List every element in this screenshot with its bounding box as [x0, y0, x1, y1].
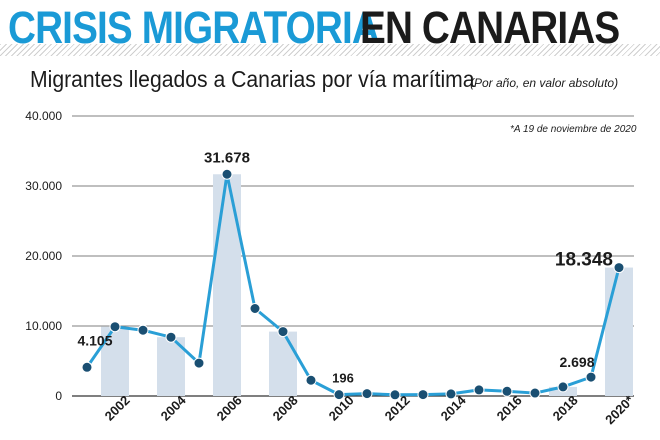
y-tick-label: 20.000	[25, 249, 62, 263]
data-label: 196	[332, 371, 354, 386]
data-point	[221, 168, 233, 180]
data-point	[473, 384, 485, 396]
data-point	[389, 389, 401, 401]
data-point	[417, 389, 429, 401]
y-tick-label: 30.000	[25, 179, 62, 193]
data-label: 2.698	[559, 354, 594, 370]
x-tick-label: 2002	[102, 393, 133, 424]
data-point	[137, 324, 149, 336]
data-point	[333, 389, 345, 401]
x-tick-label: 2010	[326, 393, 357, 424]
chart-subtitle: Migrantes llegados a Canarias por vía ma…	[30, 66, 475, 92]
x-tick-label: 2006	[214, 393, 245, 424]
title-bar: CRISIS MIGRATORIA EN CANARIAS	[0, 0, 660, 58]
data-point	[557, 381, 569, 393]
data-point	[361, 388, 373, 400]
title-hatch-decoration	[0, 44, 660, 56]
data-point	[529, 387, 541, 399]
data-point	[193, 357, 205, 369]
data-point	[277, 326, 289, 338]
x-tick-label: 2014	[438, 392, 470, 424]
data-point	[585, 371, 597, 383]
x-tick-label: 2004	[158, 392, 190, 424]
data-point	[165, 331, 177, 343]
data-label: 31.678	[204, 149, 250, 166]
y-tick-label: 10.000	[25, 319, 62, 333]
data-point	[445, 388, 457, 400]
data-point	[501, 385, 513, 397]
highlight-bar	[213, 174, 241, 396]
data-point	[613, 262, 625, 274]
x-tick-label: 2020*	[602, 392, 637, 427]
data-label: 18.348	[555, 250, 613, 271]
chart-subtitle-note: (Por año, en valor absoluto)	[470, 76, 619, 90]
data-point	[109, 321, 121, 333]
title-crisis-migratoria: CRISIS MIGRATORIA	[8, 2, 380, 53]
data-point	[249, 303, 261, 314]
chart-footnote: *A 19 de noviembre de 2020	[510, 124, 637, 135]
data-point	[305, 374, 317, 386]
x-tick-label: 2016	[494, 393, 525, 424]
x-tick-label: 2018	[550, 393, 581, 424]
highlight-bar	[269, 331, 297, 396]
y-tick-label: 0	[55, 389, 62, 403]
x-tick-label: 2008	[270, 393, 301, 424]
highlight-bar	[605, 267, 633, 396]
data-label: 4.105	[77, 332, 112, 348]
data-point	[81, 361, 93, 373]
title-en-canarias: EN CANARIAS	[360, 2, 620, 53]
y-tick-label: 40.000	[25, 109, 62, 123]
x-tick-label: 2012	[382, 393, 413, 424]
